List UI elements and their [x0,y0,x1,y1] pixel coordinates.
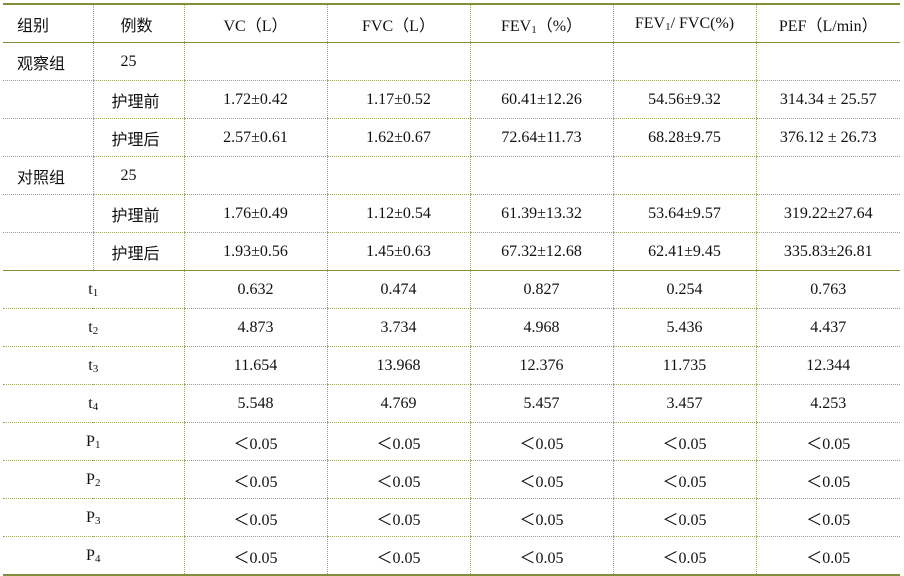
cell-fev1: 5.457 [469,384,613,423]
cell-pef: 376.12 ± 26.73 [755,118,900,157]
cell-ratio: 5.436 [612,308,756,347]
cell-fev1: ＜0.05 [469,536,613,576]
cell-fev1: 67.32±12.68 [469,232,613,271]
cell-ratio: 62.41±9.45 [612,232,756,271]
stat-label: t1 [3,270,184,309]
stat-label: P4 [3,536,184,576]
cell-ratio: 68.28±9.75 [612,118,756,157]
header-row: 组别 例数 VC（L） FVC（L） FEV1（%） FEV1/ FVC(%) … [3,3,900,43]
data-table: 组别 例数 VC（L） FVC（L） FEV1（%） FEV1/ FVC(%) … [3,3,900,576]
table-row: 护理前 1.72±0.42 1.17±0.52 60.41±12.26 54.5… [3,80,900,119]
cell-vc: ＜0.05 [183,422,327,461]
stat-row: t4 5.548 4.769 5.457 3.457 4.253 [3,384,900,423]
header-fev1: FEV1（%） [469,3,613,43]
cell-fev1: ＜0.05 [469,422,613,461]
stat-label: P1 [3,422,184,461]
header-pef: PEF（L/min） [755,3,900,43]
row-label: 护理前 [92,80,184,119]
row-label: 护理后 [92,232,184,271]
stat-label: P2 [3,460,184,499]
table-row: 护理后 2.57±0.61 1.62±0.67 72.64±11.73 68.2… [3,118,900,157]
cell-pef: ＜0.05 [755,422,900,461]
group-name: 观察组 [3,42,93,81]
cell-ratio: 53.64±9.57 [612,194,756,233]
group-count: 25 [92,42,184,81]
cell-vc: 1.93±0.56 [183,232,327,271]
stat-label: t2 [3,308,184,347]
cell-fev1: 0.827 [469,270,613,309]
cell-ratio: ＜0.05 [612,460,756,499]
cell-fvc: 1.45±0.63 [326,232,470,271]
stat-row: P2 ＜0.05 ＜0.05 ＜0.05 ＜0.05 ＜0.05 [3,460,900,499]
group-count: 25 [92,156,184,195]
table-row: 护理前 1.76±0.49 1.12±0.54 61.39±13.32 53.6… [3,194,900,233]
cell-fvc: ＜0.05 [326,536,470,576]
cell-pef: ＜0.05 [755,536,900,576]
header-group: 组别 [3,3,93,43]
cell-fev1: 4.968 [469,308,613,347]
cell-fvc: ＜0.05 [326,422,470,461]
cell-fev1: 72.64±11.73 [469,118,613,157]
cell-vc: ＜0.05 [183,536,327,576]
cell-pef: 4.253 [755,384,900,423]
cell-vc: 2.57±0.61 [183,118,327,157]
header-vc: VC（L） [183,3,327,43]
cell-pef: ＜0.05 [755,460,900,499]
cell-pef: 12.344 [755,346,900,385]
stat-row: P3 ＜0.05 ＜0.05 ＜0.05 ＜0.05 ＜0.05 [3,498,900,537]
cell-fvc: ＜0.05 [326,498,470,537]
cell-fvc: 1.62±0.67 [326,118,470,157]
header-count: 例数 [92,3,184,43]
cell-vc: 4.873 [183,308,327,347]
cell-pef: 314.34 ± 25.57 [755,80,900,119]
group-name: 对照组 [3,156,93,195]
stat-row: P1 ＜0.05 ＜0.05 ＜0.05 ＜0.05 ＜0.05 [3,422,900,461]
cell-fvc: 3.734 [326,308,470,347]
cell-fev1: 61.39±13.32 [469,194,613,233]
cell-vc: ＜0.05 [183,498,327,537]
stat-row: P4 ＜0.05 ＜0.05 ＜0.05 ＜0.05 ＜0.05 [3,536,900,576]
cell-pef: 319.22±27.64 [755,194,900,233]
cell-pef: 335.83±26.81 [755,232,900,271]
cell-fev1: ＜0.05 [469,498,613,537]
row-label: 护理后 [92,118,184,157]
cell-fvc: ＜0.05 [326,460,470,499]
cell-ratio: 11.735 [612,346,756,385]
stat-label: t4 [3,384,184,423]
cell-fvc: 4.769 [326,384,470,423]
cell-vc: 5.548 [183,384,327,423]
cell-vc: ＜0.05 [183,460,327,499]
stat-row: t1 0.632 0.474 0.827 0.254 0.763 [3,270,900,309]
cell-pef: 4.437 [755,308,900,347]
cell-vc: 1.76±0.49 [183,194,327,233]
stat-label: P3 [3,498,184,537]
cell-ratio: ＜0.05 [612,422,756,461]
stat-row: t2 4.873 3.734 4.968 5.436 4.437 [3,308,900,347]
row-label: 护理前 [92,194,184,233]
header-fev1-fvc: FEV1/ FVC(%) [612,3,756,43]
header-fvc: FVC（L） [326,3,470,43]
cell-vc: 0.632 [183,270,327,309]
cell-fvc: 13.968 [326,346,470,385]
cell-fev1: 12.376 [469,346,613,385]
cell-fvc: 0.474 [326,270,470,309]
cell-vc: 11.654 [183,346,327,385]
cell-ratio: 3.457 [612,384,756,423]
stat-row: t3 11.654 13.968 12.376 11.735 12.344 [3,346,900,385]
group-row: 观察组 25 [3,42,900,81]
cell-fvc: 1.12±0.54 [326,194,470,233]
cell-fev1: 60.41±12.26 [469,80,613,119]
cell-ratio: 54.56±9.32 [612,80,756,119]
cell-ratio: ＜0.05 [612,536,756,576]
table-row: 护理后 1.93±0.56 1.45±0.63 67.32±12.68 62.4… [3,232,900,271]
cell-ratio: 0.254 [612,270,756,309]
cell-pef: ＜0.05 [755,498,900,537]
group-row: 对照组 25 [3,156,900,195]
cell-vc: 1.72±0.42 [183,80,327,119]
stat-label: t3 [3,346,184,385]
cell-fvc: 1.17±0.52 [326,80,470,119]
cell-pef: 0.763 [755,270,900,309]
cell-fev1: ＜0.05 [469,460,613,499]
cell-ratio: ＜0.05 [612,498,756,537]
